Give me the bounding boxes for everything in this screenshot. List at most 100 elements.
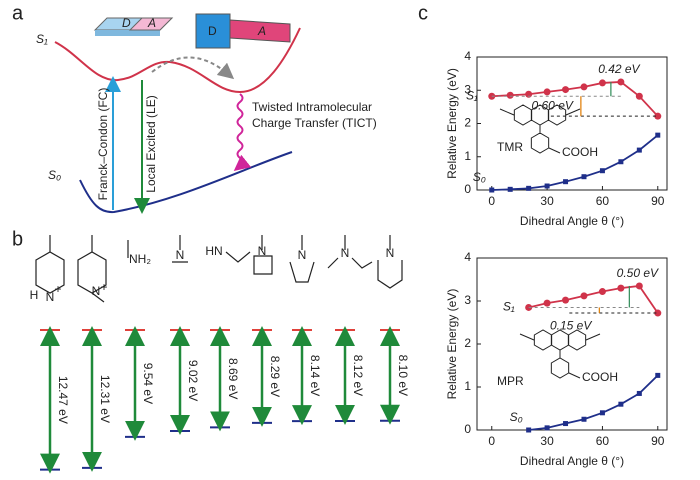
y-tick-label: 3 (464, 293, 471, 307)
atom-label: HN (205, 244, 222, 258)
s1-curve (54, 27, 301, 94)
s0-label: S₀ (48, 168, 61, 182)
point (544, 425, 550, 431)
molecule-name: TMR (497, 140, 523, 154)
acceptor-label: A (147, 16, 156, 30)
atom-label: + (54, 282, 61, 296)
annotation: 0.42 eV (598, 62, 640, 76)
x-tick-label: 90 (651, 434, 665, 448)
panel-c: c (418, 2, 428, 24)
x-tick-label: 30 (540, 434, 554, 448)
annotation: 0.60 eV (532, 98, 574, 112)
atom-label: N (298, 248, 307, 262)
structure (289, 235, 315, 283)
x-tick-label: 90 (651, 194, 665, 208)
molecule (499, 104, 581, 154)
point (636, 390, 642, 396)
point (654, 309, 662, 317)
y-tick-label: 2 (464, 116, 471, 130)
structure (35, 235, 65, 294)
molecule (519, 329, 601, 379)
molecule-name: MPR (497, 374, 524, 388)
structure (253, 235, 273, 275)
tict-label: Charge Transfer (TICT) (252, 116, 377, 130)
gap-label: 8.12 eV (351, 355, 365, 396)
point (618, 159, 624, 165)
point (655, 132, 661, 138)
series-line (528, 284, 659, 314)
point (526, 427, 532, 433)
y-tick-label: 3 (464, 82, 471, 96)
point (562, 296, 570, 304)
x-tick-label: 0 (488, 194, 495, 208)
point (507, 186, 513, 192)
tict-label: Twisted Intramolecular (252, 100, 372, 114)
donor-box (95, 30, 160, 36)
plot-frame (476, 56, 668, 191)
gap-label: 8.14 eV (308, 355, 322, 396)
y-tick-label: 2 (464, 336, 471, 350)
point (599, 410, 605, 416)
point (544, 183, 550, 189)
s1-label: S₁ (36, 32, 48, 46)
donor-label: D (122, 16, 131, 30)
point (489, 187, 495, 193)
series-line (528, 374, 659, 431)
point (543, 88, 551, 96)
donor-box (195, 13, 231, 49)
point (562, 86, 570, 94)
structure (377, 235, 403, 289)
atom-label: N (341, 246, 350, 260)
series-label: S₀ (473, 170, 486, 184)
series-line (491, 134, 659, 191)
point (617, 78, 625, 86)
x-axis-label: Dihedral Angle θ (°) (520, 454, 624, 468)
point (563, 421, 569, 427)
panel-label: b (12, 228, 23, 250)
series-label: S₁ (466, 88, 478, 102)
tict-arrow (233, 93, 252, 172)
x-tick-label: 60 (596, 434, 610, 448)
gap-label: 12.47 eV (56, 376, 70, 424)
point (635, 282, 643, 290)
structure (327, 235, 373, 269)
y-tick-label: 4 (464, 250, 471, 264)
gap-label: 8.69 eV (226, 358, 240, 399)
y-tick-label: 0 (464, 182, 471, 196)
point (580, 292, 588, 300)
point (563, 179, 569, 185)
atom-label: + (100, 280, 107, 294)
atom-label: N (258, 244, 267, 258)
le-label: Local Excited (LE) (144, 95, 158, 192)
point (526, 185, 532, 191)
s0-curve (79, 151, 293, 214)
gap-label: 9.02 eV (186, 360, 200, 401)
panel-label: c (418, 2, 428, 24)
y-tick-label: 1 (464, 149, 471, 163)
gap-label: 12.31 eV (98, 375, 112, 423)
y-axis-label: Relative Energy (eV) (445, 289, 459, 400)
point (581, 174, 587, 180)
substituent-label: COOH (582, 370, 618, 384)
point (654, 112, 662, 120)
y-tick-label: 1 (464, 379, 471, 393)
acceptor-box (128, 17, 174, 31)
point (636, 147, 642, 153)
atom-label: N (176, 248, 185, 262)
atom-label: N (46, 290, 55, 304)
panel-label: a (12, 2, 24, 24)
point (506, 91, 514, 99)
x-axis-label: Dihedral Angle θ (°) (520, 214, 624, 228)
x-tick-label: 30 (540, 194, 554, 208)
series-line (491, 81, 659, 117)
atom-label: NH₂ (129, 252, 151, 266)
point (598, 79, 606, 87)
point (655, 372, 661, 378)
gap-label: 8.29 eV (268, 356, 282, 397)
annotation: 0.50 eV (617, 266, 659, 280)
atom-label: H (30, 288, 39, 302)
structure (172, 235, 188, 263)
point (618, 401, 624, 407)
substituent-label: COOH (562, 145, 598, 159)
point (598, 288, 606, 296)
